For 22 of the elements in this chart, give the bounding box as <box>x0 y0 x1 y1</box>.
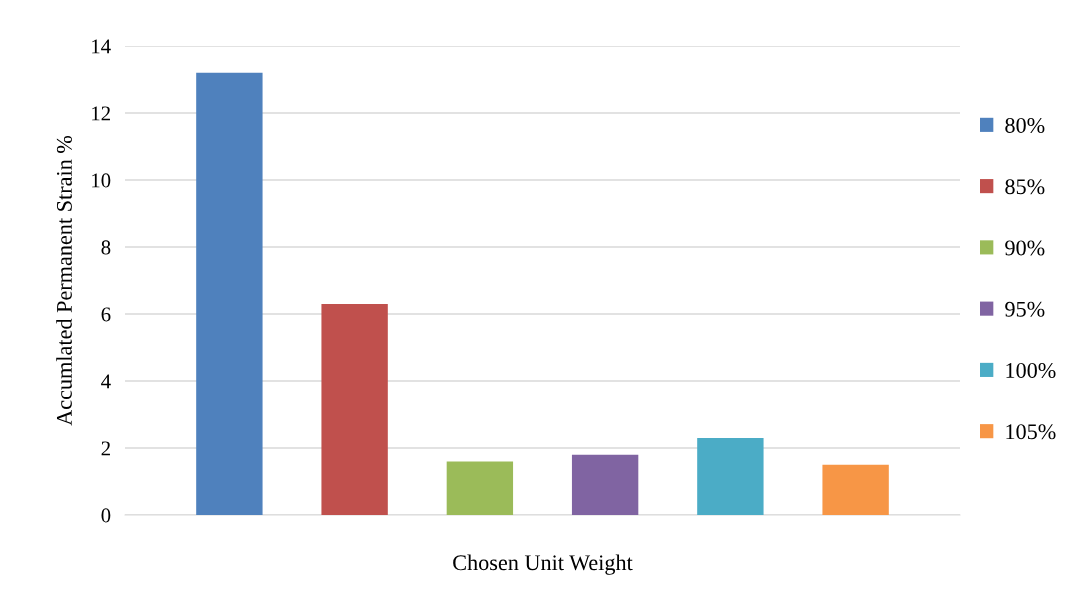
y-tick-label: 14 <box>92 39 111 54</box>
x-axis-title: Chosen Unit Weight <box>453 554 633 575</box>
bar <box>321 303 388 515</box>
bar <box>571 454 639 515</box>
y-tick-label: 8 <box>101 240 111 255</box>
legend-label: 105% <box>1006 424 1056 440</box>
bar <box>822 464 889 515</box>
legend-label: 95% <box>1005 301 1045 317</box>
legend-label: 90% <box>1005 240 1045 256</box>
y-tick-label: 10 <box>92 173 111 188</box>
y-axis-title: Accumlated Permanent Strain % <box>56 135 72 426</box>
legend-label: 85% <box>1005 179 1045 195</box>
bar <box>697 437 764 515</box>
y-tick-label: 2 <box>101 441 110 456</box>
y-tick-label: 6 <box>101 307 111 322</box>
legend-label: 100% <box>1006 362 1056 379</box>
y-tick-label: 4 <box>101 374 111 389</box>
bar <box>446 461 514 515</box>
y-tick-label: 12 <box>92 106 110 121</box>
legend-label: 80% <box>1005 117 1045 133</box>
bar <box>196 72 263 515</box>
y-tick-label: 0 <box>101 508 111 523</box>
